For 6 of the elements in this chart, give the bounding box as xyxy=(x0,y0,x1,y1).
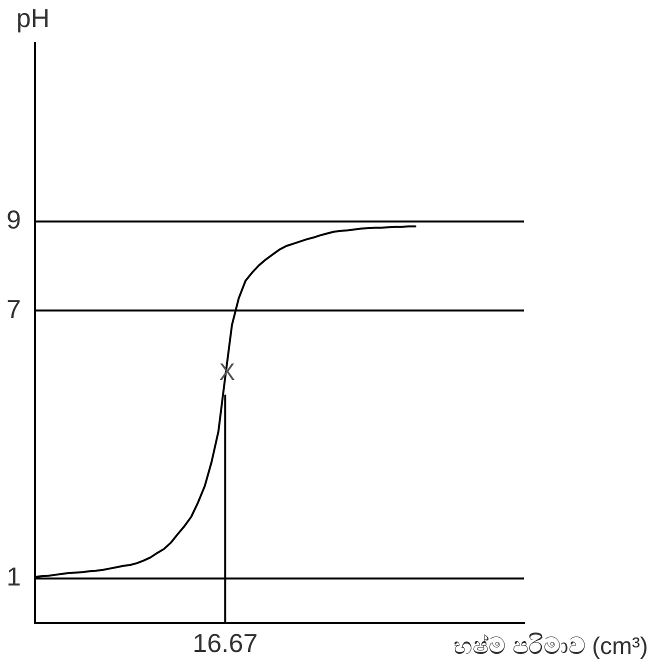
x-tick-label: 16.67 xyxy=(192,628,258,658)
y-tick-label: 1 xyxy=(6,562,21,592)
y-tick-label: 7 xyxy=(6,294,21,324)
y-tick-label: 9 xyxy=(6,204,21,235)
x-axis-title: භෂ්ම පරිමාව (cm³) xyxy=(454,633,648,660)
y-axis-title: pH xyxy=(16,3,50,34)
